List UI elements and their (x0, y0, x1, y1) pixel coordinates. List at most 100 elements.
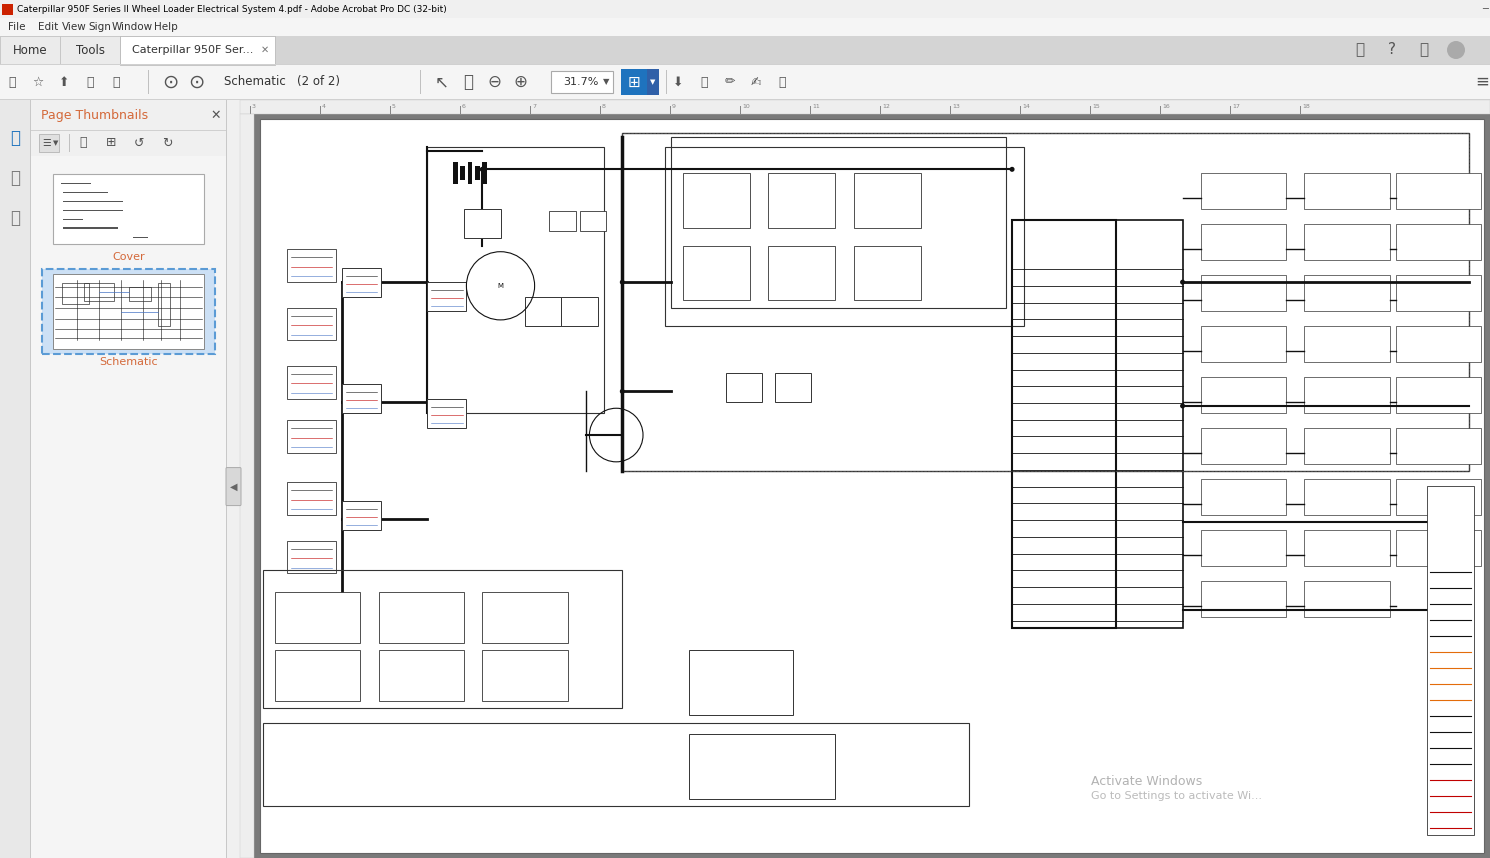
Text: ✕: ✕ (210, 108, 221, 122)
Text: 8: 8 (602, 105, 606, 110)
Bar (54, 174, 204, 244)
Bar (483, 650, 568, 701)
Bar (1201, 377, 1286, 414)
Bar (343, 268, 381, 297)
Bar (769, 173, 836, 227)
Bar (288, 250, 337, 282)
Text: 15: 15 (1092, 105, 1100, 110)
Text: View: View (63, 22, 86, 32)
Text: 🔖: 🔖 (10, 169, 19, 187)
Text: ↺: ↺ (134, 136, 145, 149)
Bar (0, 0, 1490, 18)
Bar (1116, 221, 1183, 628)
Bar (240, 114, 253, 858)
Text: 📎: 📎 (10, 209, 19, 227)
Bar (1304, 326, 1390, 362)
Text: 10: 10 (742, 105, 749, 110)
Text: Edit: Edit (39, 22, 58, 32)
Text: 11: 11 (812, 105, 820, 110)
Bar (158, 283, 170, 326)
Text: ☰: ☰ (43, 138, 51, 148)
Bar (31, 130, 226, 131)
Bar (0, 36, 60, 64)
Bar (428, 148, 603, 414)
Text: Schematic: Schematic (100, 357, 158, 367)
Bar (483, 591, 568, 643)
Text: Window: Window (112, 22, 153, 32)
Bar (378, 650, 463, 701)
Text: 16: 16 (1162, 105, 1170, 110)
Bar (0, 64, 1490, 65)
Text: 🗑: 🗑 (79, 136, 86, 149)
Text: ⊙: ⊙ (188, 72, 204, 92)
Bar (1201, 581, 1286, 617)
Bar (623, 133, 1469, 471)
Bar (31, 156, 226, 858)
Bar (453, 162, 457, 184)
Bar (288, 541, 337, 573)
Bar (468, 162, 472, 184)
Text: ⬇: ⬇ (673, 76, 684, 88)
Bar (85, 283, 113, 301)
Bar (460, 166, 465, 179)
Text: ✏: ✏ (724, 76, 735, 88)
Text: 3: 3 (252, 105, 256, 110)
Bar (1304, 529, 1390, 566)
Bar (1396, 479, 1481, 515)
Text: Schematic   (2 of 2): Schematic (2 of 2) (224, 76, 340, 88)
Bar (1396, 529, 1481, 566)
Circle shape (1010, 167, 1013, 171)
Text: 💬: 💬 (700, 76, 708, 88)
Bar (854, 173, 921, 227)
Bar (550, 211, 577, 231)
Text: Tools: Tools (76, 44, 104, 57)
Bar (1304, 275, 1390, 311)
Bar (562, 297, 597, 326)
Bar (1396, 275, 1481, 311)
Bar (1396, 377, 1481, 414)
Bar (623, 133, 1469, 471)
Bar (276, 650, 361, 701)
Bar (0, 18, 1490, 36)
Bar (288, 308, 337, 341)
FancyBboxPatch shape (226, 468, 241, 505)
Bar (551, 71, 612, 93)
Bar (288, 420, 337, 453)
Bar (1201, 479, 1286, 515)
Text: ▼: ▼ (54, 140, 58, 146)
Text: 💾: 💾 (9, 76, 16, 88)
Bar (690, 650, 793, 716)
Bar (1201, 428, 1286, 464)
Text: 💬: 💬 (1356, 43, 1365, 57)
Bar (1427, 486, 1474, 836)
Text: ✕: ✕ (261, 45, 270, 55)
Bar (1304, 377, 1390, 414)
Text: Home: Home (13, 44, 48, 57)
Text: ─: ─ (1483, 4, 1489, 14)
Text: 18: 18 (1302, 105, 1310, 110)
Text: Sign: Sign (88, 22, 110, 32)
Text: Caterpillar 950F Ser...: Caterpillar 950F Ser... (133, 45, 253, 55)
Bar (1201, 326, 1286, 362)
Bar (343, 384, 381, 414)
Bar (1396, 173, 1481, 209)
Text: 17: 17 (1232, 105, 1240, 110)
Bar (264, 570, 623, 708)
Bar (483, 162, 487, 184)
Text: ≡: ≡ (1475, 73, 1489, 91)
Bar (61, 183, 91, 184)
Text: ?: ? (1389, 43, 1396, 57)
Text: ↻: ↻ (162, 136, 173, 149)
Circle shape (1180, 281, 1185, 284)
Text: 6: 6 (462, 105, 466, 110)
Circle shape (480, 167, 484, 171)
Text: ↖: ↖ (435, 73, 448, 91)
Text: 14: 14 (1022, 105, 1030, 110)
Bar (854, 245, 921, 300)
Text: File: File (7, 22, 25, 32)
Text: Go to Settings to activate Wi...: Go to Settings to activate Wi... (1091, 791, 1262, 801)
Text: Caterpillar 950F Series II Wheel Loader Electrical System 4.pdf - Adobe Acrobat : Caterpillar 950F Series II Wheel Loader … (16, 4, 447, 14)
Bar (1201, 275, 1286, 311)
Bar (60, 36, 121, 64)
Bar (39, 134, 60, 152)
